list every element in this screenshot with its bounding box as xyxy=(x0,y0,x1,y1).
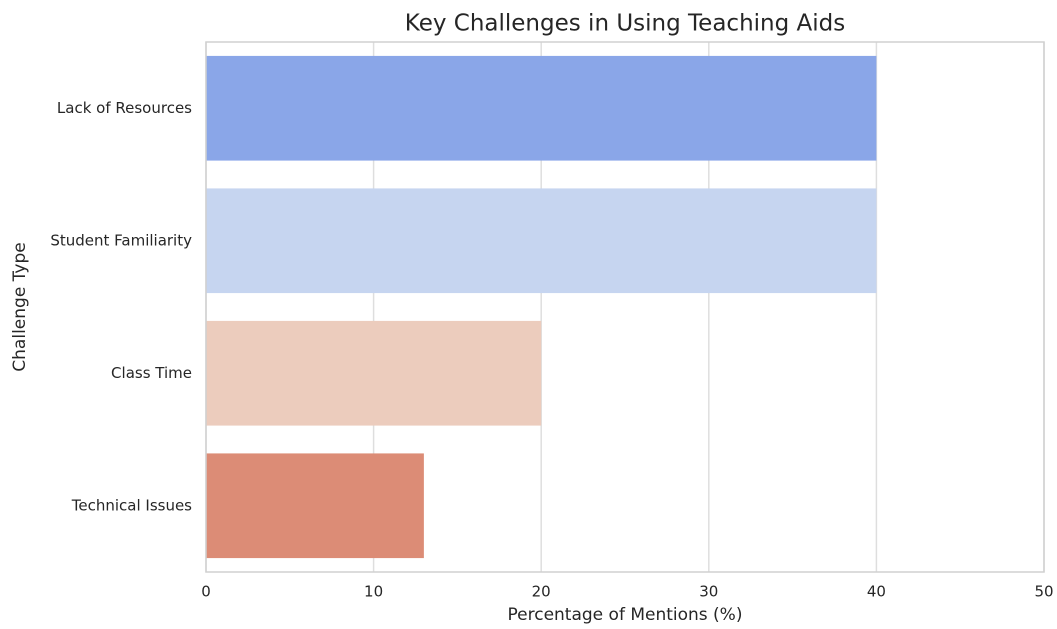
bar xyxy=(206,55,877,161)
y-tick-label: Student Familiarity xyxy=(50,231,192,249)
y-tick-label: Technical Issues xyxy=(71,496,192,514)
x-tick-label: 30 xyxy=(699,583,718,601)
y-tick-label: Class Time xyxy=(111,364,192,382)
plot-border xyxy=(205,41,1045,573)
x-tick-label: 0 xyxy=(201,583,211,601)
x-tick-label: 40 xyxy=(867,583,886,601)
x-tick-label: 10 xyxy=(364,583,383,601)
y-axis-label: Challenge Type xyxy=(10,242,30,371)
y-tick-label: Lack of Resources xyxy=(57,99,192,117)
bar xyxy=(206,320,542,426)
bar xyxy=(206,453,424,559)
x-tick-label: 50 xyxy=(1034,583,1053,601)
x-axis-label: Percentage of Mentions (%) xyxy=(508,605,743,625)
bar xyxy=(206,188,877,294)
x-tick-label: 20 xyxy=(532,583,551,601)
chart-title: Key Challenges in Using Teaching Aids xyxy=(405,11,845,37)
